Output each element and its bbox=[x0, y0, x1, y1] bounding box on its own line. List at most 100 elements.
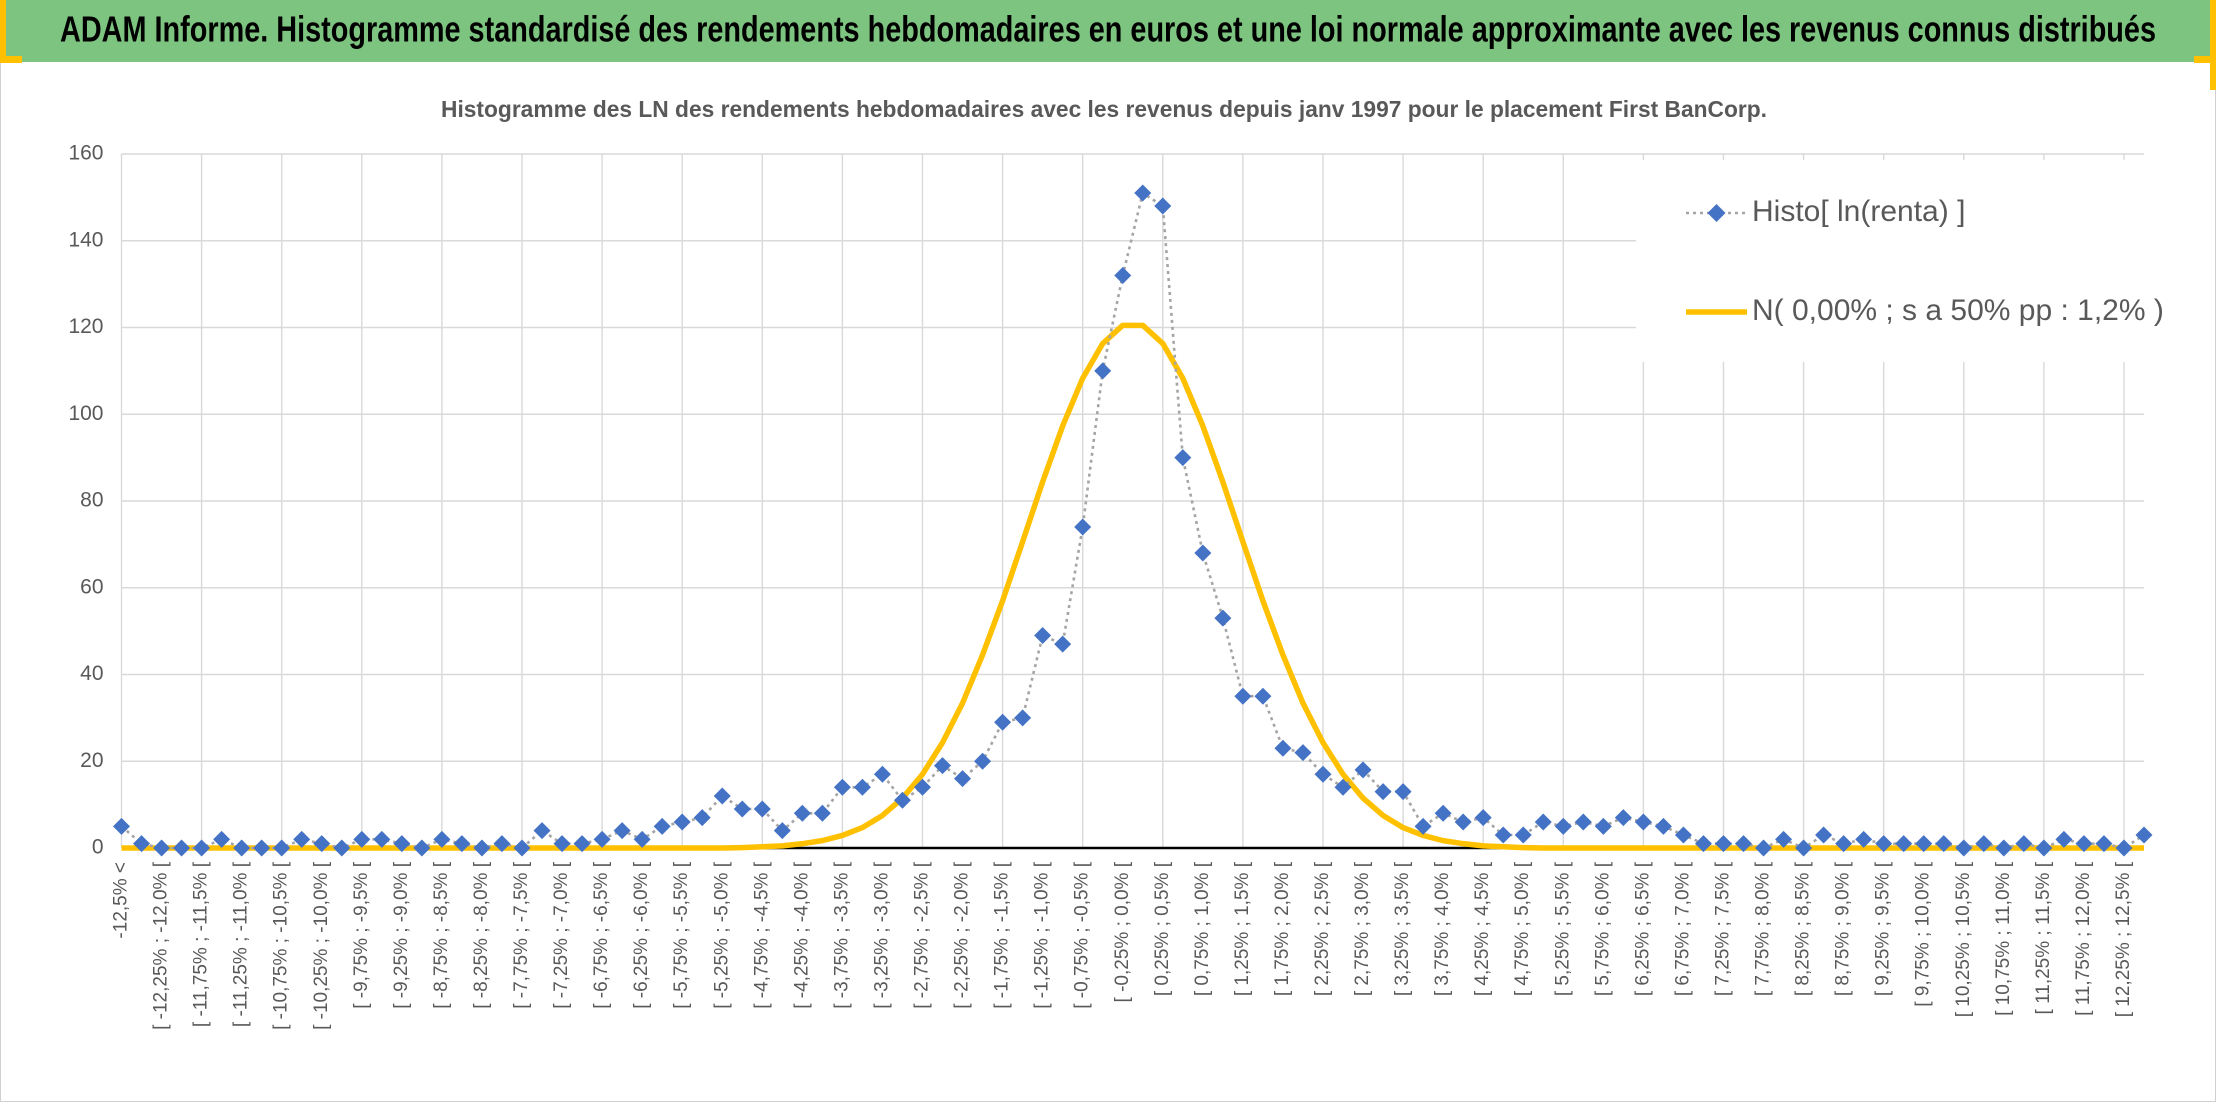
y-tick-label: 120 bbox=[68, 315, 103, 338]
y-tick-label: 60 bbox=[80, 575, 103, 598]
y-tick-label: 0 bbox=[92, 836, 104, 859]
data-point bbox=[1975, 835, 1993, 853]
data-point bbox=[173, 839, 191, 857]
x-tick-label: [ 6,25% ; 6,5% [ bbox=[1632, 861, 1653, 996]
y-tick-label: 160 bbox=[68, 142, 103, 165]
data-point bbox=[1174, 449, 1192, 467]
data-point bbox=[1795, 839, 1813, 857]
x-tick-label: [ 1,25% ; 1,5% [ bbox=[1232, 861, 1253, 996]
x-tick-label: [ 9,25% ; 9,5% [ bbox=[1873, 861, 1894, 996]
data-point bbox=[673, 813, 691, 831]
data-point bbox=[1114, 266, 1132, 284]
data-point bbox=[1614, 809, 1632, 827]
data-point bbox=[653, 817, 671, 835]
x-tick-label: [ -9,75% ; -9,5% [ bbox=[351, 861, 372, 1009]
y-tick-label: 40 bbox=[80, 662, 103, 685]
data-point bbox=[954, 770, 972, 788]
y-tick-label: 80 bbox=[80, 489, 103, 512]
data-point bbox=[873, 765, 891, 783]
data-point bbox=[593, 830, 611, 848]
data-point bbox=[533, 822, 551, 840]
data-point bbox=[2095, 835, 2113, 853]
data-point bbox=[1154, 197, 1172, 215]
corner-accent bbox=[2194, 56, 2216, 63]
data-point bbox=[1094, 362, 1112, 380]
x-tick-label: [ -4,25% ; -4,0% [ bbox=[791, 861, 812, 1009]
data-point bbox=[633, 830, 651, 848]
data-point bbox=[393, 835, 411, 853]
x-tick-label: [ 9,75% ; 10,0% [ bbox=[1913, 861, 1934, 1006]
x-tick-label: [ -8,75% ; -8,5% [ bbox=[431, 861, 452, 1009]
data-point bbox=[1935, 835, 1953, 853]
data-point bbox=[773, 822, 791, 840]
x-tick-label: [ -2,75% ; -2,5% [ bbox=[912, 861, 933, 1009]
data-point bbox=[1354, 761, 1372, 779]
data-point bbox=[1714, 835, 1732, 853]
data-point bbox=[1194, 544, 1212, 562]
plot bbox=[113, 184, 2153, 857]
x-tick-label: [ 4,25% ; 4,5% [ bbox=[1472, 861, 1493, 996]
corner-accent bbox=[2210, 0, 2216, 90]
y-tick-label: 140 bbox=[68, 228, 103, 251]
data-point bbox=[2135, 826, 2153, 844]
data-point bbox=[1594, 817, 1612, 835]
x-tick-label: [ 5,25% ; 5,5% [ bbox=[1552, 861, 1573, 996]
data-point bbox=[1474, 809, 1492, 827]
data-point bbox=[353, 830, 371, 848]
data-point bbox=[1574, 813, 1592, 831]
data-point bbox=[453, 835, 471, 853]
data-point bbox=[1534, 813, 1552, 831]
corner-accent bbox=[0, 0, 6, 60]
x-tick-label: -12,5% < bbox=[111, 862, 132, 939]
x-tick-label: [ 0,25% ; 0,5% [ bbox=[1152, 861, 1173, 996]
data-point bbox=[433, 830, 451, 848]
data-point bbox=[1054, 635, 1072, 653]
chart-title: Histogramme des LN des rendements hebdom… bbox=[441, 96, 1767, 122]
x-tick-label: [ 8,75% ; 9,0% [ bbox=[1833, 861, 1854, 996]
data-point bbox=[713, 787, 731, 805]
data-point bbox=[253, 839, 271, 857]
x-tick-label: [ 2,25% ; 2,5% [ bbox=[1312, 861, 1333, 996]
x-tick-label: [ 1,75% ; 2,0% [ bbox=[1272, 861, 1293, 996]
x-tick-label: [ 4,75% ; 5,0% [ bbox=[1512, 861, 1533, 996]
x-tick-label: [ -7,75% ; -7,5% [ bbox=[511, 861, 532, 1009]
data-point bbox=[893, 791, 911, 809]
data-point bbox=[473, 839, 491, 857]
x-tick-label: [ -9,25% ; -9,0% [ bbox=[391, 861, 412, 1009]
data-point bbox=[1835, 835, 1853, 853]
data-point bbox=[1855, 830, 1873, 848]
data-point bbox=[1955, 839, 1973, 857]
x-tick-label: [ 10,75% ; 11,0% [ bbox=[1993, 861, 2014, 1016]
data-point bbox=[1775, 830, 1793, 848]
x-tick-label: [ -5,25% ; -5,0% [ bbox=[711, 861, 732, 1009]
legend-text: Histo[ ln(renta) ] bbox=[1752, 195, 1965, 228]
x-tick-label: [ 7,25% ; 7,5% [ bbox=[1712, 861, 1733, 996]
data-point bbox=[1314, 765, 1332, 783]
corner-accent bbox=[0, 56, 22, 63]
data-point bbox=[1875, 835, 1893, 853]
data-point bbox=[1014, 709, 1032, 727]
data-point bbox=[833, 778, 851, 796]
x-tick-label: [ 11,75% ; 12,0% [ bbox=[2073, 861, 2094, 1016]
x-tick-label: [ -3,25% ; -3,0% [ bbox=[871, 861, 892, 1009]
grid: 0 20 40 60 80 100 120 140 160 -12,5% < [ -12,25% ;… bbox=[68, 142, 2144, 1030]
data-point bbox=[333, 839, 351, 857]
data-point bbox=[493, 835, 511, 853]
data-point bbox=[513, 839, 531, 857]
data-point bbox=[2055, 830, 2073, 848]
data-point bbox=[1895, 835, 1913, 853]
x-tick-label: [ -7,25% ; -7,0% [ bbox=[551, 861, 572, 1009]
series-line bbox=[120, 191, 2145, 850]
data-point bbox=[553, 835, 571, 853]
data-point bbox=[1995, 839, 2013, 857]
data-point bbox=[273, 839, 291, 857]
x-tick-label: [ -1,75% ; -1,5% [ bbox=[992, 861, 1013, 1009]
x-tick-label: [ 3,75% ; 4,0% [ bbox=[1432, 861, 1453, 996]
data-point bbox=[1294, 744, 1312, 762]
data-point bbox=[413, 839, 431, 857]
data-point bbox=[133, 835, 151, 853]
data-point bbox=[753, 800, 771, 818]
data-point bbox=[1034, 626, 1052, 644]
banner-title: ADAM Informe. Histogramme standardisé de… bbox=[60, 9, 2156, 50]
